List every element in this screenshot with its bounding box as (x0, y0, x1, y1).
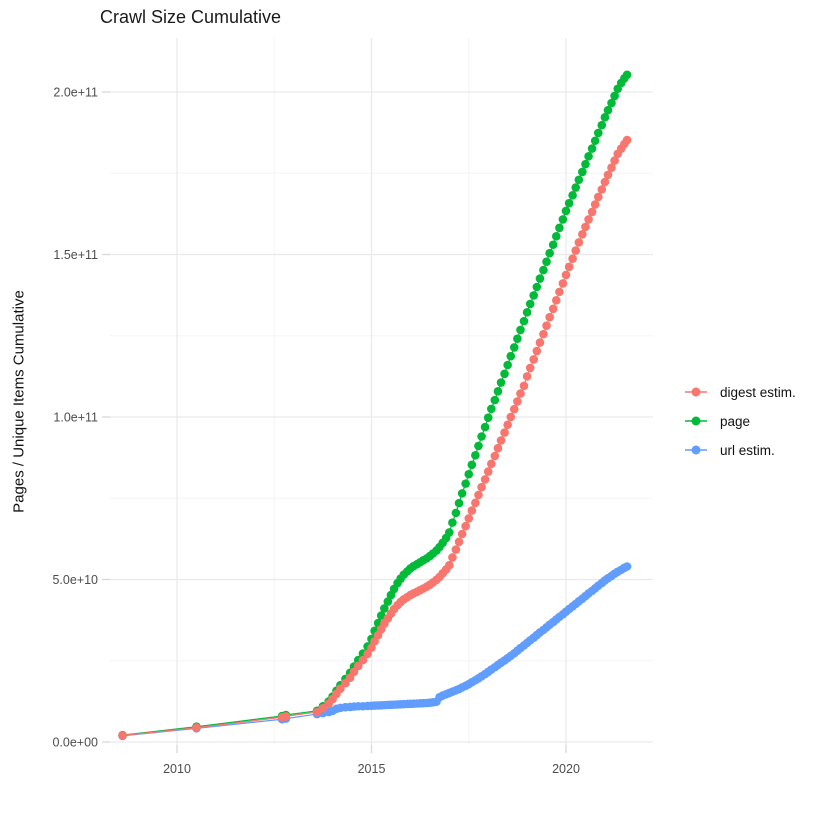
svg-text:2010: 2010 (163, 762, 191, 776)
chart-title: Crawl Size Cumulative (100, 7, 282, 27)
legend-key-icon (685, 445, 707, 455)
legend-key-icon (685, 387, 707, 397)
legend-item: digest estim. (684, 384, 796, 400)
svg-text:0.0e+00: 0.0e+00 (52, 736, 98, 750)
svg-text:5.0e+10: 5.0e+10 (52, 573, 98, 587)
legend: digest estim. page url estim. (684, 384, 796, 458)
svg-text:1.5e+11: 1.5e+11 (53, 248, 98, 262)
legend-key-point (691, 416, 701, 426)
legend-label: url estim. (720, 442, 775, 458)
legend-key-point (691, 387, 701, 397)
svg-text:2.0e+11: 2.0e+11 (53, 86, 98, 100)
y-axis-title: Pages / Unique Items Cumulative (10, 290, 28, 513)
legend-label: page (720, 413, 751, 429)
legend-item: page (684, 413, 796, 429)
legend-key-point (691, 445, 701, 455)
legend-label: digest estim. (720, 384, 796, 400)
legend-key-icon (685, 416, 707, 426)
svg-text:2015: 2015 (358, 762, 386, 776)
svg-text:1.0e+11: 1.0e+11 (53, 411, 98, 425)
legend-item: url estim. (684, 442, 796, 458)
svg-text:2020: 2020 (552, 762, 580, 776)
